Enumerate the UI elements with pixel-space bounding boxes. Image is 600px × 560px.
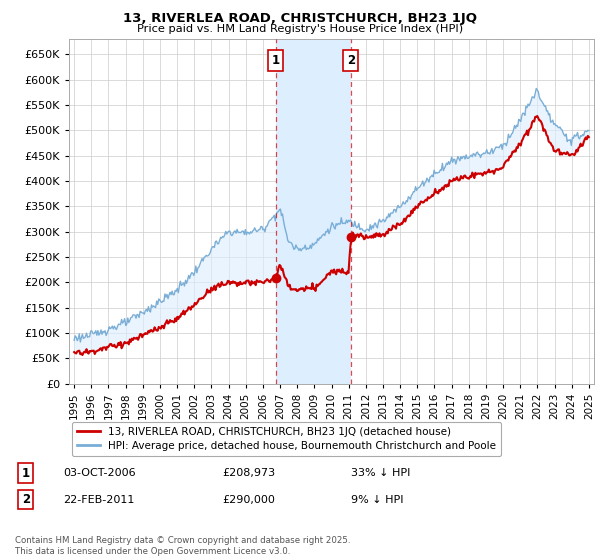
Point xyxy=(271,273,281,282)
Text: 33% ↓ HPI: 33% ↓ HPI xyxy=(351,468,410,478)
Text: 1: 1 xyxy=(272,54,280,67)
Text: 9% ↓ HPI: 9% ↓ HPI xyxy=(351,494,404,505)
Text: £208,973: £208,973 xyxy=(222,468,275,478)
Text: 2: 2 xyxy=(22,493,30,506)
Text: 03-OCT-2006: 03-OCT-2006 xyxy=(63,468,136,478)
Text: 22-FEB-2011: 22-FEB-2011 xyxy=(63,494,134,505)
Text: 13, RIVERLEA ROAD, CHRISTCHURCH, BH23 1JQ: 13, RIVERLEA ROAD, CHRISTCHURCH, BH23 1J… xyxy=(123,12,477,25)
Text: 2: 2 xyxy=(347,54,355,67)
Legend: 13, RIVERLEA ROAD, CHRISTCHURCH, BH23 1JQ (detached house), HPI: Average price, : 13, RIVERLEA ROAD, CHRISTCHURCH, BH23 1J… xyxy=(71,422,501,456)
Text: 1: 1 xyxy=(22,466,30,480)
Point xyxy=(346,232,356,241)
Bar xyxy=(276,39,351,384)
Text: Price paid vs. HM Land Registry's House Price Index (HPI): Price paid vs. HM Land Registry's House … xyxy=(137,24,463,34)
Text: Contains HM Land Registry data © Crown copyright and database right 2025.
This d: Contains HM Land Registry data © Crown c… xyxy=(15,536,350,556)
Text: £290,000: £290,000 xyxy=(222,494,275,505)
